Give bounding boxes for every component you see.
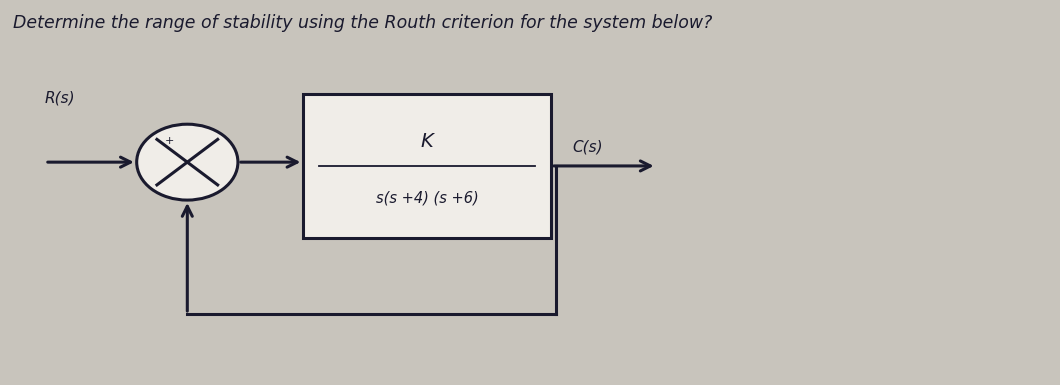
Text: s(s +4) (s +6): s(s +4) (s +6) (376, 190, 478, 205)
Ellipse shape (137, 124, 237, 200)
Text: C(s): C(s) (572, 139, 603, 154)
Text: Determine the range of stability using the Routh criterion for the system below?: Determine the range of stability using t… (14, 14, 712, 32)
Text: +: + (165, 136, 174, 146)
Bar (303, 94, 551, 238)
Text: K: K (421, 132, 434, 151)
Text: R(s): R(s) (45, 90, 75, 105)
